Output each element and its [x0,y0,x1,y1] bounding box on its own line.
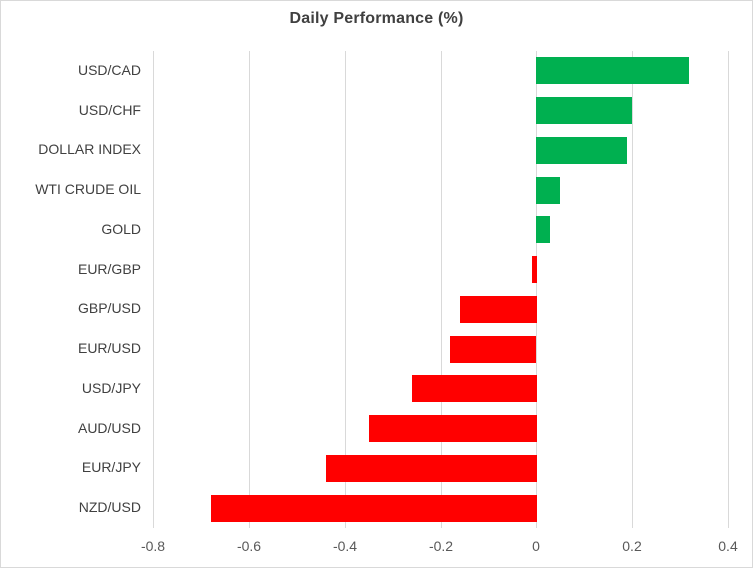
x-axis-tick-label: 0.2 [622,538,642,554]
bar-gold [536,216,550,243]
bar-wti-crude-oil [536,177,560,204]
category-label: USD/CAD [77,62,141,78]
bar-eur-jpy [326,455,537,482]
bar-gbp-usd [460,296,537,323]
category-label: AUD/USD [77,420,141,436]
x-gridline [345,51,346,528]
x-axis-tick-label: 0 [532,538,540,554]
x-axis-tick-label: -0.6 [236,538,262,554]
category-label: USD/JPY [81,380,141,396]
bar-dollar-index [536,137,627,164]
category-label: GOLD [101,221,141,237]
bar-eur-usd [450,336,536,363]
bar-usd-chf [536,97,632,124]
bar-nzd-usd [211,495,537,522]
x-gridline [728,51,729,528]
category-label: EUR/USD [77,340,141,356]
category-label: NZD/USD [78,499,141,515]
category-label: DOLLAR INDEX [38,141,141,157]
chart-title: Daily Performance (%) [289,10,464,27]
x-gridline [632,51,633,528]
x-axis-tick-label: 0.4 [718,538,738,554]
x-gridline [249,51,250,528]
x-gridline [441,51,442,528]
x-axis-tick-label: -0.8 [140,538,166,554]
x-gridline [536,51,537,528]
category-label: EUR/GBP [77,261,141,277]
category-label: USD/CHF [78,102,141,118]
bar-usd-jpy [412,375,537,402]
category-label: WTI CRUDE OIL [35,181,141,197]
category-label: EUR/JPY [81,459,141,475]
bar-eur-gbp [532,256,537,283]
x-axis-tick-label: -0.2 [428,538,454,554]
category-label: GBP/USD [77,300,141,316]
bar-usd-cad [536,57,689,84]
x-gridline [153,51,154,528]
bar-aud-usd [369,415,537,442]
x-axis-tick-label: -0.4 [332,538,358,554]
